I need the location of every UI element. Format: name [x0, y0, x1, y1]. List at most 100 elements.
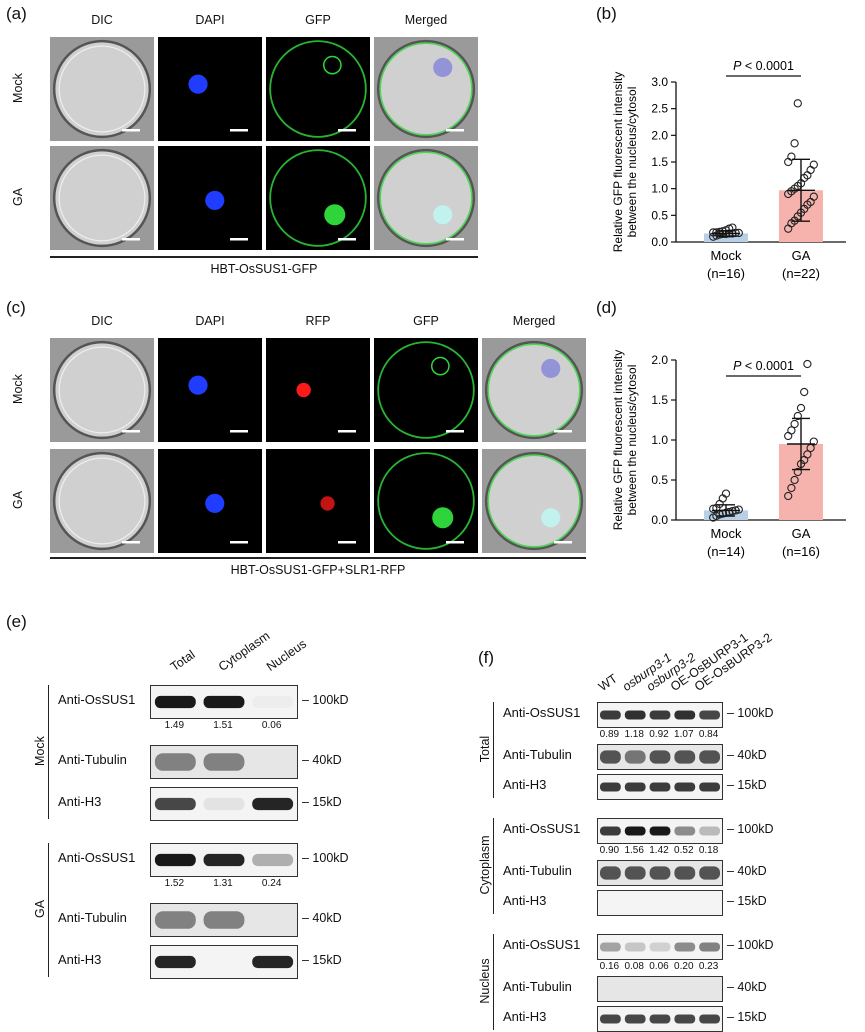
blot-f-nucleus-0: [597, 934, 723, 960]
micrograph-c-mock-gfp: [374, 338, 478, 442]
data-point: [793, 99, 802, 108]
data-point: [734, 505, 743, 514]
data-point: [787, 426, 796, 435]
micrograph-a-ga-dapi: [158, 146, 262, 250]
y-tick-label: 0.5: [651, 208, 668, 222]
category-label-ga: GA: [792, 526, 811, 541]
quant-value-f-1-2: 1.42: [649, 845, 669, 856]
micrograph-c-ga-gfp: [374, 449, 478, 553]
column-header-c-merged: Merged: [512, 314, 556, 328]
p-value-annotation: P < 0.0001: [733, 59, 794, 73]
quant-value-f-2-4: 0.23: [698, 961, 719, 972]
antibody-label-e-1-0: Anti-OsSUS1: [58, 850, 136, 865]
mw-marker-f-1-0: – 100kD: [727, 822, 774, 836]
data-point: [806, 165, 815, 175]
data-point: [712, 228, 721, 237]
mw-marker-f-2-1: – 40kD: [727, 980, 767, 994]
y-tick-label: 0.0: [651, 235, 668, 249]
mw-marker-e-0-1: – 40kD: [302, 753, 342, 767]
blot-e-mock-0: [150, 685, 298, 719]
antibody-label-f-0-1: Anti-Tubulin: [503, 747, 572, 762]
antibody-label-e-0-0: Anti-OsSUS1: [58, 692, 136, 707]
quant-value-f-1-3: 0.52: [674, 845, 694, 856]
data-point: [784, 491, 793, 501]
micrograph-c-ga-dic: [50, 449, 154, 553]
blot-f-total-2: [597, 774, 723, 800]
category-label-mock: Mock: [710, 526, 742, 541]
data-point: [809, 192, 818, 201]
blot-column-header-e-2: Nucleus: [263, 636, 310, 674]
column-header-c-dapi: DAPI: [195, 314, 225, 328]
category-n-label: (n=14): [707, 544, 745, 559]
quant-value-e-0-2: 0.06: [261, 720, 282, 731]
group-label-f-total: Total: [478, 735, 492, 763]
quant-value-e-1-0: 1.52: [164, 878, 185, 889]
quant-value-f-2-1: 0.08: [624, 961, 644, 972]
quant-value-f-0-0: 0.89: [599, 729, 620, 740]
bar-chart-d: 0.0 0.5 1.0 1.5 2.0 Relative GFP fluorescent …: [606, 322, 864, 612]
micrograph-c-mock-merged: [482, 338, 586, 442]
quant-value-f-1-4: 0.18: [698, 845, 719, 856]
panel-label-c: (c): [6, 298, 26, 317]
micrograph-c-ga-dapi: [158, 449, 262, 553]
data-point: [787, 152, 796, 161]
group-bracket-e-0: [48, 685, 50, 819]
data-point: [800, 387, 809, 397]
mw-marker-f-1-1: – 40kD: [727, 864, 767, 878]
antibody-label-f-2-1: Anti-Tubulin: [503, 979, 572, 994]
antibody-label-e-0-1: Anti-Tubulin: [58, 752, 127, 767]
data-point: [803, 450, 812, 459]
quant-value-e-0-1: 1.51: [213, 720, 233, 731]
antibody-label-e-0-2: Anti-H3: [58, 794, 102, 809]
quant-value-f-2-2: 0.06: [649, 961, 669, 972]
column-header-a-gfp: GFP: [305, 13, 331, 27]
p-value-annotation: P < 0.0001: [733, 359, 794, 373]
quant-value-e-1-1: 1.31: [213, 878, 233, 889]
mw-marker-e-1-2: – 15kD: [302, 953, 342, 967]
column-header-a-dic: DIC: [91, 13, 113, 27]
antibody-label-f-1-0: Anti-OsSUS1: [503, 821, 581, 836]
category-n-label: (n=22): [782, 266, 820, 281]
y-axis-label: Relative GFP fluorescent intensity: [611, 72, 625, 253]
mw-marker-f-2-2: – 15kD: [727, 1010, 767, 1024]
data-point: [709, 504, 718, 513]
panel-label-a: (a): [6, 4, 27, 23]
data-point: [790, 139, 799, 148]
column-header-a-merged: Merged: [404, 13, 448, 27]
data-point: [721, 489, 731, 498]
column-header-c-dic: DIC: [91, 314, 113, 328]
blot-e-ga-0: [150, 843, 298, 877]
mw-marker-e-0-2: – 15kD: [302, 795, 342, 809]
quant-value-e-1-2: 0.24: [261, 878, 282, 889]
mw-marker-e-1-1: – 40kD: [302, 911, 342, 925]
row-label-a-mock: Mock: [11, 73, 25, 103]
caption-a: HBT-OsSUS1-GFP: [210, 262, 318, 276]
y-tick-label: 1.5: [651, 393, 668, 407]
blot-column-header-e-0: Total: [167, 647, 198, 674]
caption-line-c: [50, 557, 586, 559]
blot-column-header-e-1: Cytoplasm: [215, 628, 273, 674]
y-tick-label: 0.0: [651, 513, 668, 527]
antibody-label-f-2-0: Anti-OsSUS1: [503, 937, 581, 952]
row-label-c-mock: Mock: [11, 374, 25, 404]
y-axis-label: between the nucleus/cytosol: [625, 365, 639, 516]
group-bracket-f-2: [493, 934, 495, 1030]
antibody-label-e-1-1: Anti-Tubulin: [58, 910, 127, 925]
micrograph-a-mock-dapi: [158, 37, 262, 141]
antibody-label-f-1-1: Anti-Tubulin: [503, 863, 572, 878]
micrograph-a-mock-dic: [50, 37, 154, 141]
group-bracket-f-1: [493, 818, 495, 914]
mw-marker-e-0-0: – 100kD: [302, 693, 349, 707]
y-tick-label: 0.5: [651, 473, 668, 487]
micrograph-a-mock-merged: [374, 37, 478, 141]
group-label-f-nucleus: Nucleus: [478, 958, 492, 1004]
blot-e-mock-2: [150, 787, 298, 821]
quant-value-f-0-3: 1.07: [674, 729, 694, 740]
data-point: [787, 483, 796, 493]
data-point: [803, 359, 812, 369]
bar-chart-b: 0.0 0.5 1.0 1.5 2.0 2.5 3.0 Relative GFP fluore…: [606, 20, 864, 290]
y-axis-label: between the nucleus/cytosol: [625, 87, 639, 238]
mw-marker-e-1-0: – 100kD: [302, 851, 349, 865]
quant-value-f-1-0: 0.90: [599, 845, 620, 856]
data-point: [709, 228, 718, 237]
